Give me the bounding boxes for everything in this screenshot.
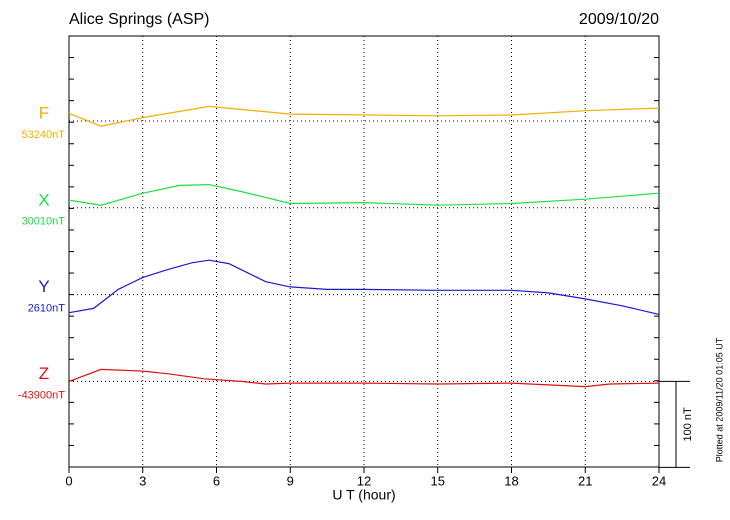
series-line (68, 368, 660, 388)
x-tick-label: 3 (139, 473, 146, 488)
series-line (68, 105, 660, 127)
x-tick-label: 9 (287, 473, 294, 488)
series-line (68, 183, 660, 206)
series-name: Z (39, 364, 49, 383)
baseline-label: -43900nT (18, 389, 65, 401)
x-tick-label: 12 (357, 473, 371, 488)
x-tick-label: 0 (65, 473, 72, 488)
series-name: F (39, 103, 49, 122)
baseline-label: 2610nT (28, 303, 66, 315)
x-tick-label: 15 (431, 473, 445, 488)
plot-note: Plotted at 2009/11/20 01:05 UT (714, 337, 724, 462)
series-name: X (38, 190, 49, 209)
baseline-label: 53240nT (22, 129, 66, 141)
x-tick-label: 24 (652, 473, 666, 488)
chart-title: Alice Springs (ASP) (69, 11, 210, 28)
scale-label: 100 nT (682, 407, 694, 442)
chart-date: 2009/10/20 (579, 11, 659, 28)
x-tick-label: 21 (578, 473, 592, 488)
baseline-label: 30010nT (22, 216, 66, 228)
series-name: Y (38, 277, 49, 296)
x-tick-label: 6 (213, 473, 220, 488)
x-axis-label: U T (hour) (332, 487, 395, 503)
series-line (68, 259, 660, 315)
x-tick-label: 18 (504, 473, 518, 488)
